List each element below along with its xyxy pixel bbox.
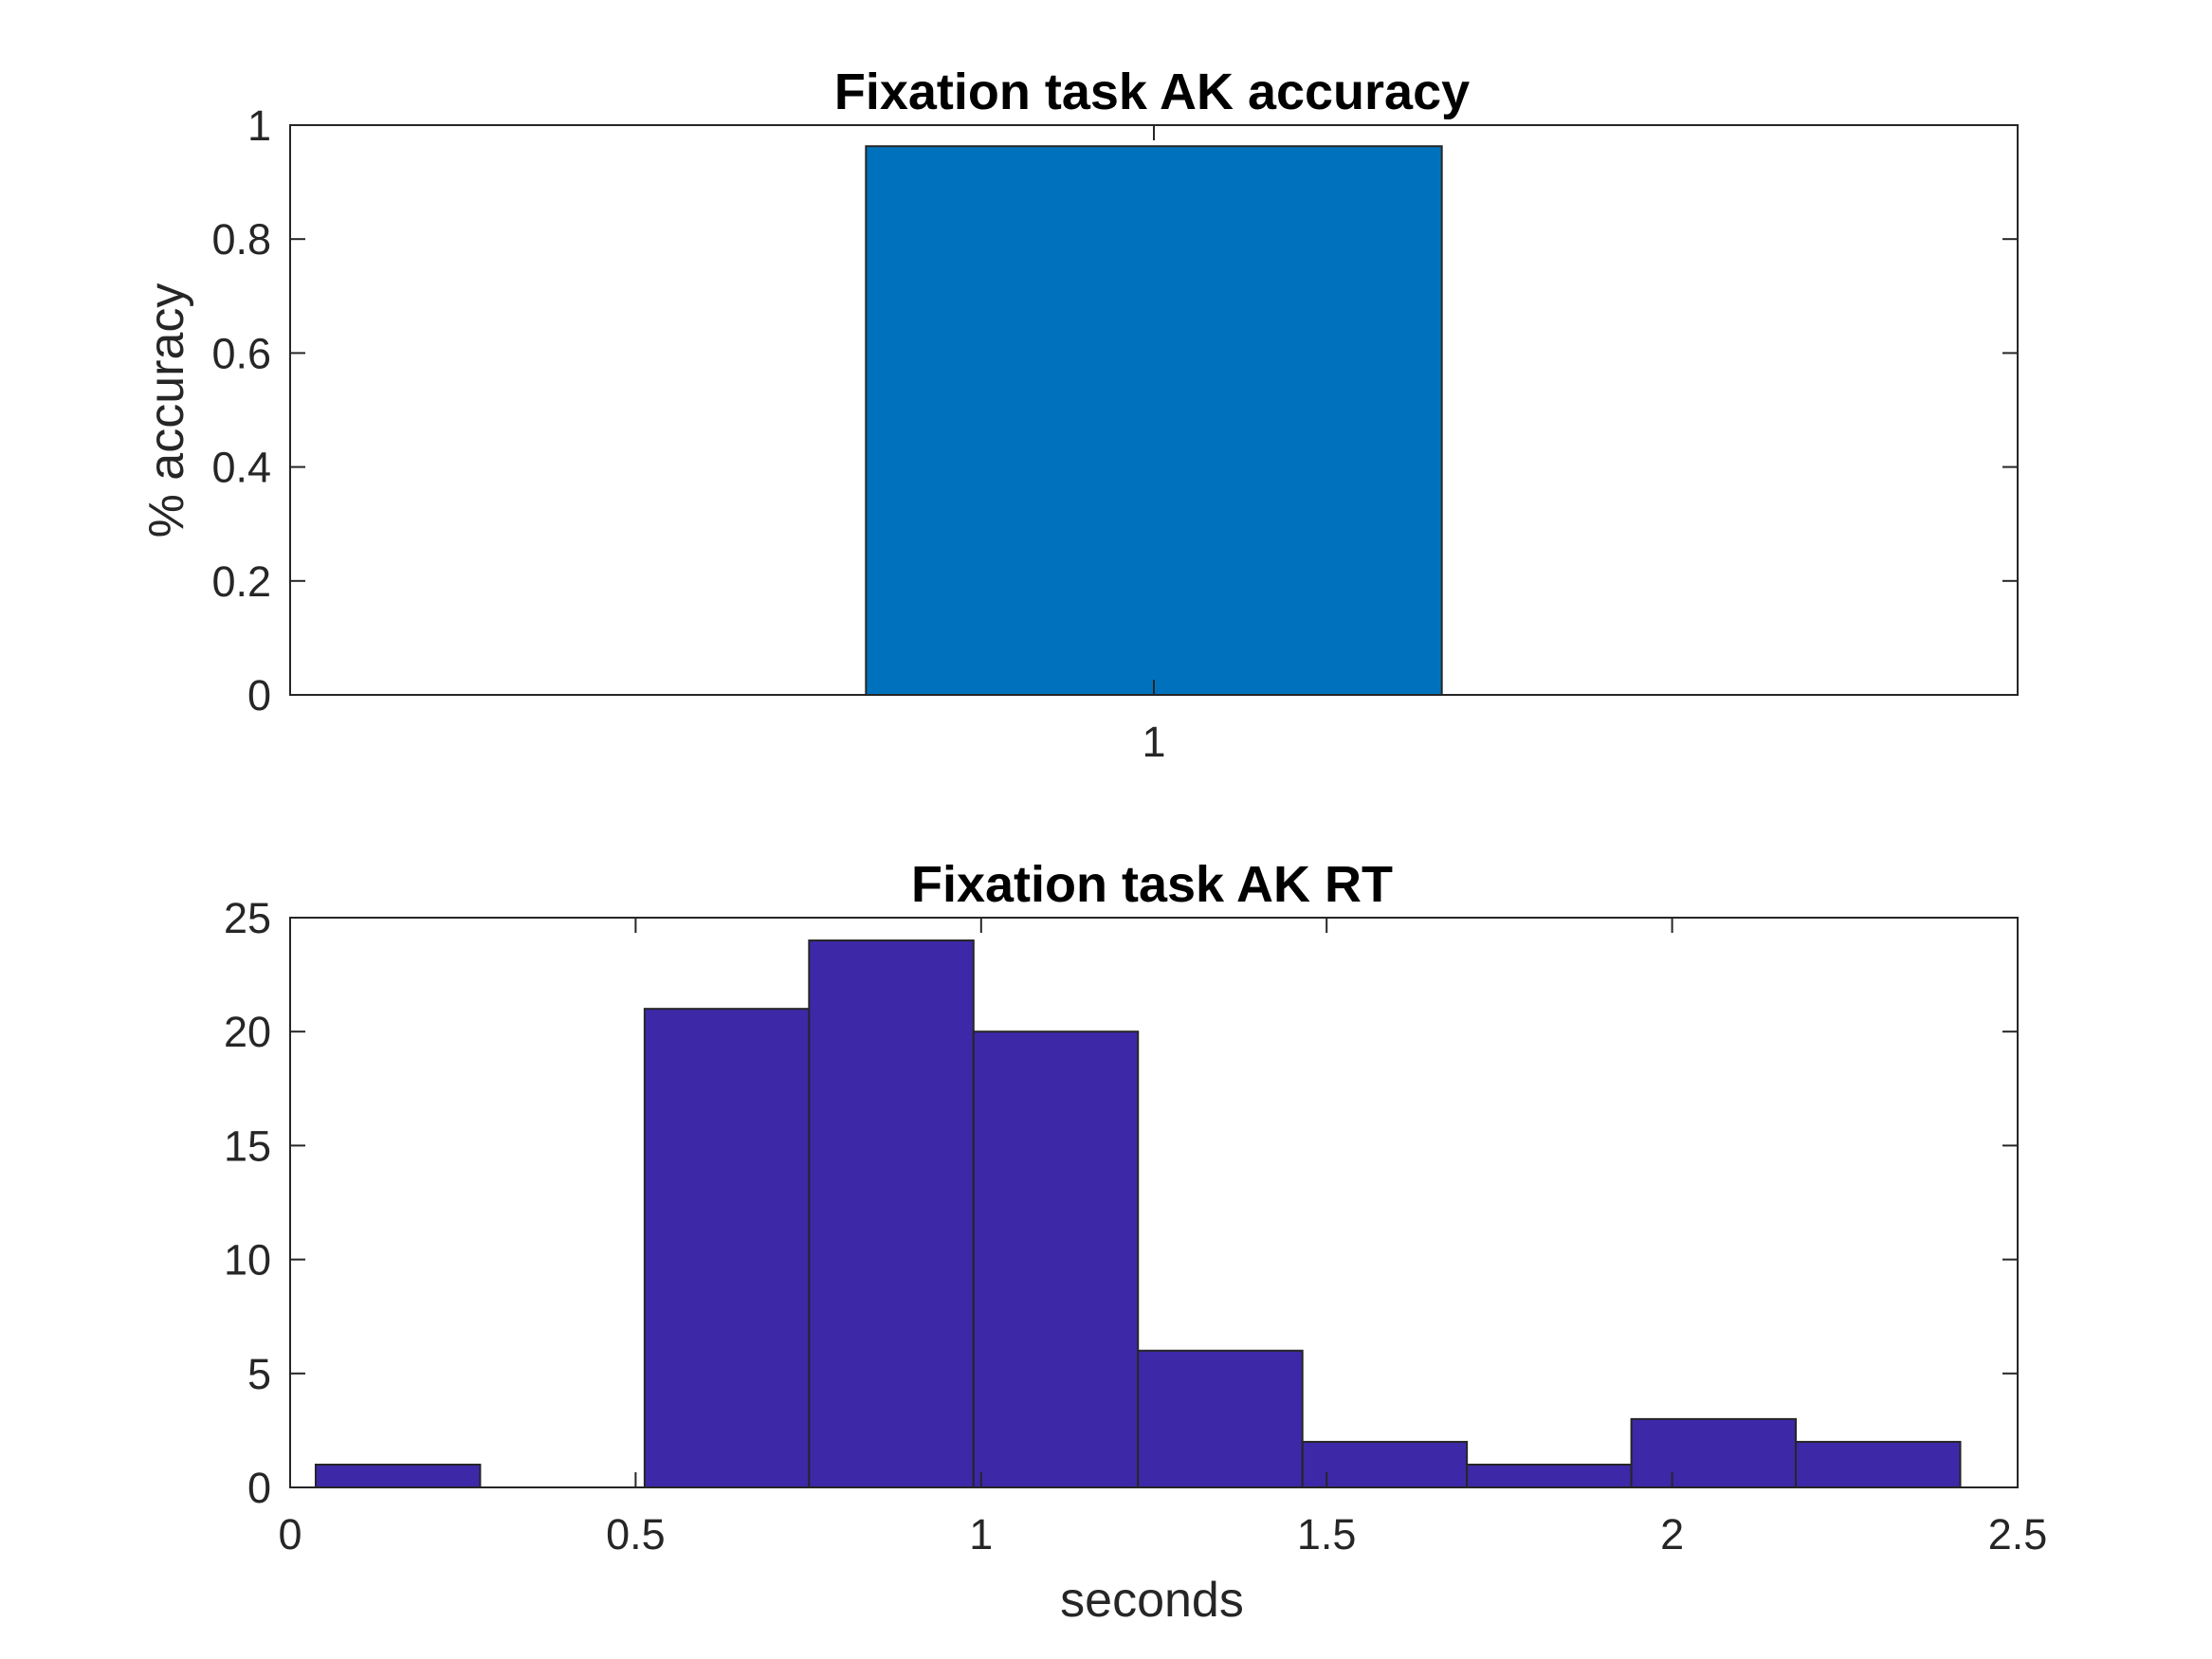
- histogram-bin: [314, 1463, 482, 1488]
- x-tick-label: 2: [1660, 1510, 1684, 1559]
- y-tick-label: 15: [224, 1121, 271, 1170]
- x-tick-label: 0: [278, 1510, 302, 1559]
- histogram-bin: [1466, 1463, 1633, 1488]
- x-tick-label: 1: [969, 1510, 993, 1559]
- histogram-bin: [972, 1030, 1140, 1488]
- y-tick-label: 20: [224, 1008, 271, 1056]
- y-tick-label: 10: [224, 1236, 271, 1285]
- rt-x-axis-label: seconds: [1060, 1573, 1244, 1628]
- y-tick-label: 0.2: [211, 557, 271, 606]
- histogram-bin: [643, 1008, 811, 1489]
- histogram-bin: [1137, 1349, 1304, 1489]
- accuracy-bars: [865, 145, 1443, 696]
- accuracy-chart: Fixation task AK accuracy % accuracy 1 0 0…: [139, 64, 2019, 766]
- x-tick-label: 2.5: [1988, 1510, 2048, 1559]
- x-tick-label: 1: [1142, 718, 1165, 766]
- y-tick-label: 25: [224, 894, 271, 942]
- accuracy-bar: [865, 145, 1443, 696]
- accuracy-plot-frame: [289, 124, 2019, 696]
- rt-histogram-bars: [314, 939, 1962, 1489]
- rt-plot-frame: [289, 917, 2019, 1488]
- x-tick-label: 1.5: [1297, 1510, 1357, 1559]
- y-tick-label: 0.8: [211, 215, 271, 264]
- rt-histogram-chart: Fixation task AK RT seconds 0 0.5 1 1.5 2 2.5…: [224, 856, 2047, 1628]
- accuracy-chart-title: Fixation task AK accuracy: [834, 64, 1470, 120]
- y-tick-label: 0: [247, 671, 271, 720]
- accuracy-y-axis-label: % accuracy: [139, 283, 194, 538]
- x-tick-label: 0.5: [606, 1510, 666, 1559]
- histogram-bin: [808, 939, 975, 1488]
- rt-histogram-title: Fixation task AK RT: [911, 856, 1393, 913]
- y-tick-label: 0.4: [211, 444, 271, 492]
- histogram-bin: [1301, 1440, 1469, 1489]
- y-tick-label: 0: [247, 1464, 271, 1512]
- y-tick-label: 0.6: [211, 329, 271, 377]
- y-tick-label: 5: [247, 1350, 271, 1398]
- histogram-bin: [1630, 1417, 1798, 1489]
- rt-ticks: 0 0.5 1 1.5 2 2.5 0 5 10 15 20 25: [224, 894, 2047, 1559]
- histogram-bin: [1795, 1440, 1962, 1489]
- y-tick-label: 1: [247, 101, 271, 150]
- accuracy-ticks: 1 0 0.2 0.4 0.6 0.8 1: [211, 101, 2018, 766]
